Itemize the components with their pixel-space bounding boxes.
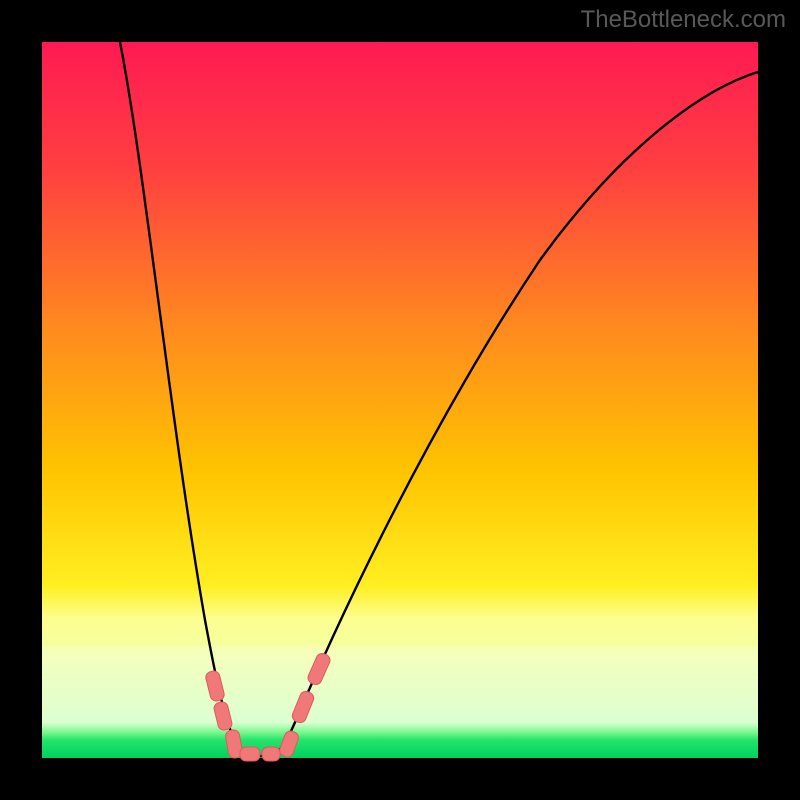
curve-marker	[291, 690, 316, 725]
curve-marker	[240, 747, 260, 761]
marker-group	[205, 652, 332, 761]
chart-container: { "watermark": "TheBottleneck.com", "can…	[0, 0, 800, 800]
curve-marker	[306, 652, 332, 687]
curve-marker	[213, 701, 233, 732]
curve-marker	[262, 747, 280, 761]
watermark-text: TheBottleneck.com	[581, 6, 786, 34]
curve-marker	[205, 670, 226, 702]
curve-layer	[0, 0, 800, 800]
curve-marker	[278, 729, 300, 758]
bottleneck-curve	[120, 42, 758, 756]
